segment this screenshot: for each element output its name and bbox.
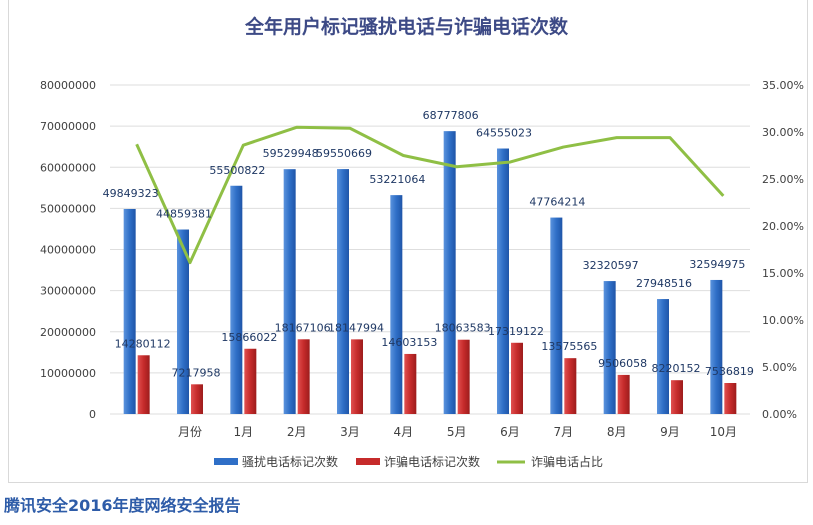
bar-fraud bbox=[137, 355, 150, 414]
legend-label: 诈骗电话标记次数 bbox=[384, 454, 480, 469]
y2-tick-label: 10.00% bbox=[762, 314, 804, 327]
data-label-fraud: 18147994 bbox=[328, 321, 384, 334]
y2-tick-label: 25.00% bbox=[762, 173, 804, 186]
data-label-harass: 59550669 bbox=[316, 147, 372, 160]
bar-harass bbox=[337, 169, 349, 414]
bar-harass bbox=[603, 281, 616, 414]
bar-harass bbox=[710, 279, 723, 414]
chart-svg: 0 10000000 20000000 30000000 40000000 5000000… bbox=[40, 79, 804, 469]
y-tick-label: 20000000 bbox=[40, 326, 96, 339]
data-label-harass: 55500822 bbox=[209, 164, 265, 177]
bar-fraud bbox=[297, 339, 310, 414]
x-tick-label: 月份 bbox=[178, 425, 202, 439]
data-label-fraud: 18063583 bbox=[435, 322, 491, 335]
x-tick-label: 1月 bbox=[234, 425, 254, 439]
legend-swatch bbox=[356, 458, 380, 465]
bar-fraud bbox=[724, 383, 737, 414]
data-label-harass: 32594975 bbox=[689, 258, 745, 271]
legend-swatch bbox=[214, 458, 238, 465]
y-tick-label: 30000000 bbox=[40, 285, 96, 298]
x-tick-label: 4月 bbox=[394, 425, 414, 439]
bar-harass bbox=[390, 195, 403, 414]
bar-fraud bbox=[404, 353, 417, 414]
data-label-fraud: 9506058 bbox=[598, 357, 647, 370]
y2-tick-label: 15.00% bbox=[762, 267, 804, 280]
data-label-harass: 68777806 bbox=[423, 109, 479, 122]
y-tick-label: 40000000 bbox=[40, 244, 96, 257]
data-label-harass: 53221064 bbox=[369, 173, 425, 186]
x-tick-label: 10月 bbox=[710, 425, 737, 439]
y2-tick-label: 0.00% bbox=[762, 408, 797, 421]
data-label-fraud: 14280112 bbox=[115, 337, 171, 350]
data-label-harass: 47764214 bbox=[529, 196, 585, 209]
bar-fraud bbox=[457, 339, 470, 414]
data-label-fraud: 15866022 bbox=[221, 331, 277, 344]
data-label-harass: 64555023 bbox=[476, 127, 532, 140]
data-label-harass: 44859381 bbox=[156, 208, 212, 221]
bar-harass bbox=[123, 208, 136, 414]
y2-tick-label: 35.00% bbox=[762, 79, 804, 92]
data-label-fraud: 8220152 bbox=[652, 362, 701, 375]
y-tick-label: 0 bbox=[89, 408, 96, 421]
bar-fraud bbox=[244, 348, 257, 414]
bar-fraud bbox=[671, 380, 683, 414]
data-label-fraud: 14603153 bbox=[381, 336, 437, 349]
x-tick-label: 3月 bbox=[340, 425, 360, 439]
data-label-fraud: 7217958 bbox=[172, 366, 221, 379]
bar-fraud bbox=[564, 358, 577, 414]
bar-fraud bbox=[351, 339, 363, 414]
bar-harass bbox=[177, 229, 189, 414]
legend-label: 诈骗电话占比 bbox=[531, 454, 603, 469]
bar-harass bbox=[443, 131, 456, 414]
bar-harass bbox=[657, 299, 669, 414]
chart-title: 全年用户标记骚扰电话与诈骗电话次数 bbox=[244, 16, 568, 38]
bar-harass bbox=[230, 185, 243, 414]
y-tick-label: 70000000 bbox=[40, 120, 96, 133]
y-tick-label: 80000000 bbox=[40, 79, 96, 92]
data-label-fraud: 7536819 bbox=[705, 365, 754, 378]
data-label-fraud: 18167106 bbox=[275, 321, 331, 334]
data-label-fraud: 17319122 bbox=[488, 325, 544, 338]
bar-fraud bbox=[511, 342, 523, 414]
x-tick-label: 9月 bbox=[660, 425, 680, 439]
bar-harass bbox=[497, 148, 509, 415]
x-tick-label: 5月 bbox=[447, 425, 467, 439]
data-label-harass: 49849323 bbox=[103, 187, 159, 200]
bar-harass bbox=[283, 169, 296, 414]
report-footer: 腾讯安全2016年度网络安全报告 bbox=[4, 496, 241, 515]
y-tick-label: 50000000 bbox=[40, 202, 96, 215]
y-tick-label: 10000000 bbox=[40, 367, 96, 380]
data-label-harass: 27948516 bbox=[636, 277, 692, 290]
x-tick-label: 7月 bbox=[554, 425, 574, 439]
x-tick-label: 2月 bbox=[287, 425, 307, 439]
y-tick-label: 60000000 bbox=[40, 161, 96, 174]
x-tick-label: 8月 bbox=[607, 425, 627, 439]
y2-tick-label: 20.00% bbox=[762, 220, 804, 233]
y2-tick-label: 30.00% bbox=[762, 126, 804, 139]
data-label-fraud: 13575565 bbox=[541, 340, 597, 353]
legend-label: 骚扰电话标记次数 bbox=[242, 454, 338, 469]
data-label-harass: 59529948 bbox=[263, 147, 319, 160]
x-tick-label: 6月 bbox=[500, 425, 520, 439]
data-label-harass: 32320597 bbox=[583, 259, 639, 272]
bar-fraud bbox=[617, 374, 630, 414]
line-fraud-ratio bbox=[135, 125, 725, 265]
y2-tick-label: 5.00% bbox=[762, 361, 797, 374]
bar-harass bbox=[550, 217, 563, 414]
bar-fraud bbox=[191, 384, 203, 414]
